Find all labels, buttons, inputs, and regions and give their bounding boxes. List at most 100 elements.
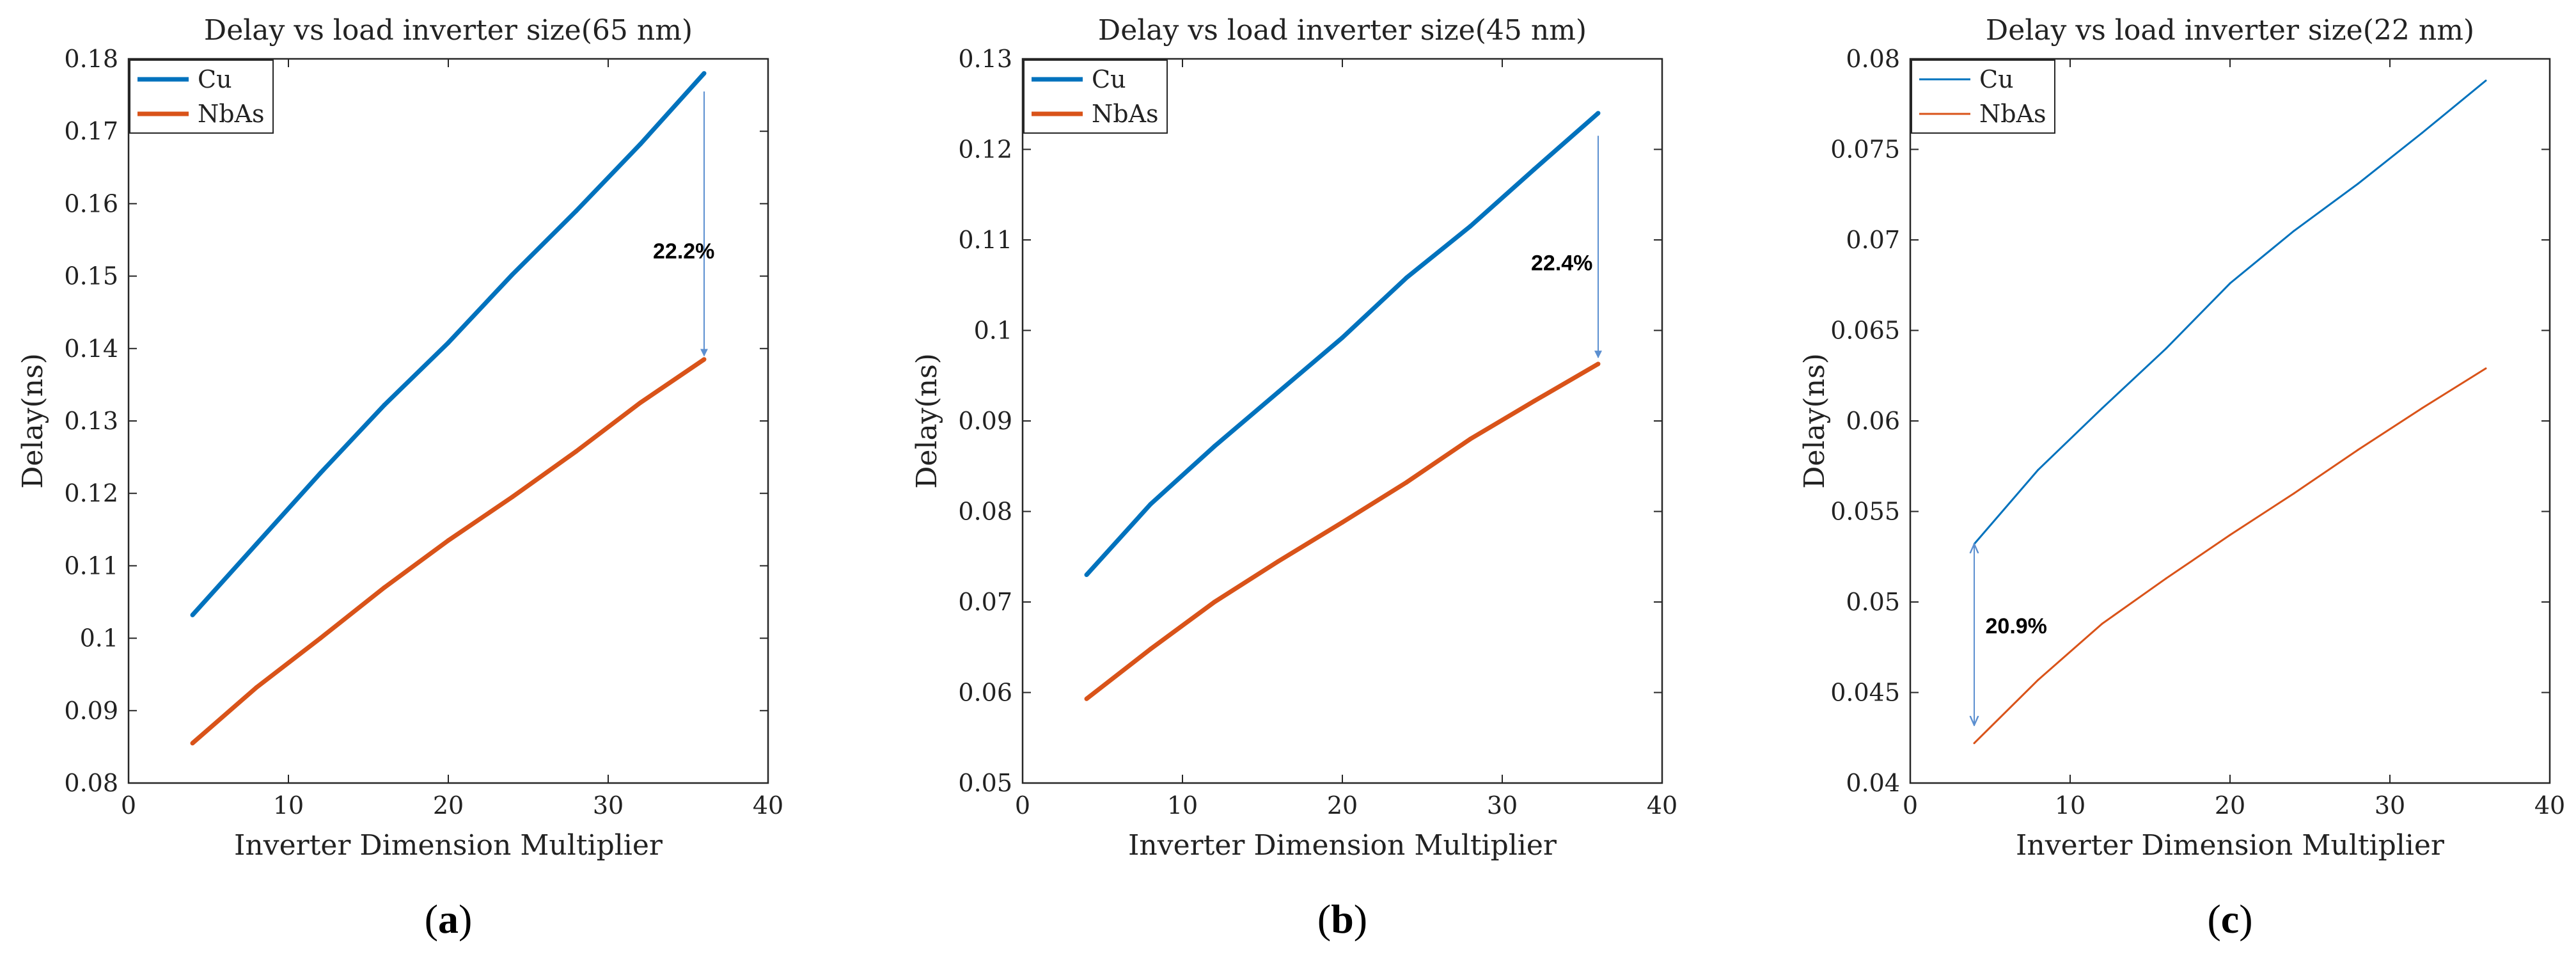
data-point-cu [2293,230,2295,232]
x-tick-label: 10 [2055,791,2085,820]
data-point-cu [1276,390,1281,395]
legend-label-nbas: NbAs [1979,100,2046,128]
data-point-cu [510,272,515,277]
data-point-cu [1532,167,1537,172]
x-tick-label: 20 [2215,791,2245,820]
y-tick-label: 0.045 [1830,679,1900,707]
chart-title: Delay vs load inverter size(65 nm) [204,14,693,47]
data-point-cu [2101,407,2103,409]
data-point-nbas [1596,361,1601,367]
data-point-cu [254,541,259,546]
data-point-nbas [2293,492,2295,495]
data-point-nbas [2421,407,2423,409]
legend-label-cu: Cu [1979,65,2014,93]
x-tick-label: 40 [753,791,783,820]
data-point-cu [2037,468,2039,471]
y-tick-label: 0.11 [64,551,118,580]
y-tick-label: 0.13 [64,407,118,435]
y-tick-label: 0.1 [974,317,1012,345]
data-point-nbas [446,538,451,543]
data-point-nbas [510,495,515,500]
y-tick-label: 0.1 [80,624,118,653]
chart-panel-b: Delay vs load inverter size(45 nm) 0 10 20 3… [911,14,1677,942]
y-tick-label: 0.04 [1846,769,1900,797]
data-point-cu [1148,502,1153,507]
data-point-nbas [574,449,579,454]
data-point-cu [702,71,707,76]
data-point-cu [574,209,579,214]
series-line-nbas [1085,361,1599,701]
y-tick-label: 0.12 [958,136,1012,164]
series-line-nbas [1973,367,2486,744]
y-tick-label: 0.09 [64,697,118,725]
legend: Cu NbAs [129,59,274,134]
data-point-cu [1084,573,1089,578]
legend-box [129,59,274,134]
legend-box [1911,59,2055,134]
chart-title: Delay vs load inverter size(22 nm) [1986,14,2474,47]
x-axis-label: Inverter Dimension Multiplier [1128,829,1557,862]
y-tick-label: 0.08 [64,769,118,797]
data-point-cu [638,142,643,147]
x-tick-label: 30 [593,791,624,820]
data-point-nbas [1212,599,1217,605]
x-tick-label: 0 [1015,791,1030,820]
y-tick-label: 0.075 [1830,136,1900,164]
y-tick-label: 0.16 [64,189,118,218]
legend-label-nbas: NbAs [1092,100,1159,128]
data-point-cu [2165,347,2167,350]
data-point-cu [2421,132,2423,134]
y-axis-label: Delay(ns) [1798,353,1831,489]
data-point-nbas [2229,534,2231,536]
data-point-cu [2229,282,2231,285]
plot-area-frame [1909,58,2551,784]
x-tick-label: 0 [121,791,136,820]
panel-label: (c) [2207,896,2252,942]
data-point-nbas [1148,647,1153,652]
y-tick-label: 0.12 [64,479,118,507]
data-point-nbas [2485,367,2487,370]
x-tick-label: 10 [1167,791,1198,820]
data-point-nbas [1276,558,1281,564]
annotation-label: 22.2% [653,239,714,264]
data-point-nbas [1532,399,1537,404]
y-axis-label: Delay(ns) [17,353,49,489]
data-point-nbas [318,636,323,641]
y-axis-label: Delay(ns) [911,353,943,489]
data-point-nbas [1973,742,1975,745]
data-point-cu [1212,444,1217,449]
legend-label-cu: Cu [1092,65,1126,93]
legend: Cu NbAs [1023,59,1168,134]
y-tick-label: 0.065 [1830,317,1900,345]
data-point-nbas [254,685,259,690]
x-tick-label: 10 [273,791,304,820]
data-point-nbas [2101,622,2103,625]
data-point-cu [318,471,323,476]
chart-panel-c: Delay vs load inverter size(22 nm) 0 10 20 3… [1798,14,2565,942]
data-point-cu [382,402,387,408]
y-tick-label: 0.07 [958,588,1012,616]
y-tick-label: 0.08 [1846,45,1900,73]
data-point-nbas [2037,679,2039,681]
y-tick-label: 0.09 [958,407,1012,435]
data-point-cu [2357,182,2359,185]
data-point-nbas [1468,436,1473,441]
y-tick-label: 0.14 [64,335,118,363]
data-point-cu [446,340,451,345]
x-axis-label: Inverter Dimension Multiplier [234,829,663,862]
y-tick-label: 0.08 [958,498,1012,526]
data-point-cu [1468,224,1473,229]
annotation-label: 22.4% [1531,251,1592,275]
y-tick-label: 0.13 [958,45,1012,73]
legend-label-cu: Cu [198,65,232,93]
chart-title: Delay vs load inverter size(45 nm) [1098,14,1587,47]
y-tick-label: 0.05 [958,769,1012,797]
y-tick-label: 0.18 [64,45,118,73]
series-line-cu [1085,111,1600,576]
y-tick-label: 0.15 [64,262,118,290]
data-point-nbas [1340,519,1345,525]
y-tick-label: 0.06 [1846,407,1900,435]
data-point-cu [1340,335,1345,340]
x-tick-label: 30 [1487,791,1518,820]
